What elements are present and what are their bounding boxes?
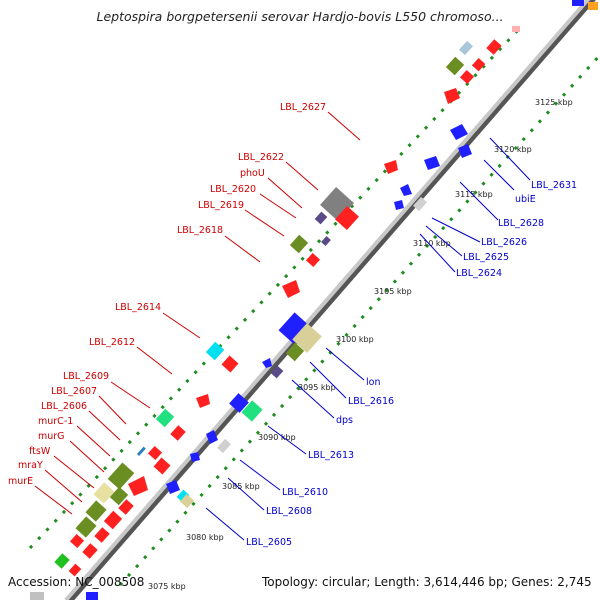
inner-tick-line [118,53,600,587]
gene-label[interactable]: ftsW [29,446,51,457]
gene-label[interactable]: LBL_2625 [463,252,509,263]
gene-label[interactable]: LBL_2616 [348,396,394,407]
gene-label[interactable]: LBL_2618 [177,225,223,236]
gene-label[interactable]: LBL_2610 [282,487,328,498]
gene-label[interactable]: LBL_2628 [498,218,544,229]
gene-label[interactable]: LBL_2605 [246,537,292,548]
gene-label[interactable]: LBL_2626 [481,237,527,248]
gene-label[interactable]: LBL_2613 [308,450,354,461]
kbp-label: 3110 kbp [413,239,451,248]
gene-label[interactable]: LBL_2627 [280,102,326,113]
kbp-label: 3075 kbp [148,582,186,591]
reverse-genes [86,0,598,600]
map-title: Leptospira borgpetersenii serovar Hardjo… [96,9,504,24]
backbone-shadow [65,0,596,600]
gene-label[interactable]: LBL_2614 [115,302,161,313]
kbp-label: 3090 kbp [258,433,296,442]
gene-label[interactable]: LBL_2612 [89,337,135,348]
outer-tick-line [28,26,522,550]
gene-label[interactable]: murE [8,476,33,487]
gene-label[interactable]: murG [38,431,65,442]
kbp-label: 3115 kbp [455,190,493,199]
backbone [64,0,591,600]
forward-label-group: LBL_2627 LBL_2622 phoU LBL_2620 LBL_2619… [8,102,326,487]
forward-genes [30,39,502,600]
kbp-label: 3080 kbp [186,533,224,542]
gene-label[interactable]: LBL_2622 [238,152,284,163]
gene-label[interactable]: ubiE [515,194,536,205]
gene-label[interactable]: LBL_2607 [51,386,97,397]
topology-text: Topology: circular; Length: 3,614,446 bp… [262,575,592,589]
reverse-label-group: LBL_2631 ubiE LBL_2628 LBL_2626 LBL_2625… [246,180,577,548]
kbp-label: 3125 kbp [535,98,573,107]
gene-label[interactable]: LBL_2608 [266,506,312,517]
gene-label[interactable]: LBL_2620 [210,184,256,195]
gene-label[interactable]: LBL_2606 [41,401,87,412]
kbp-label: 3120 kbp [494,145,532,154]
gene-label[interactable]: murC-1 [38,416,73,427]
kbp-label: 3100 kbp [336,335,374,344]
forward-leaders [34,111,361,515]
gene-label[interactable]: LBL_2631 [531,180,577,191]
gene-label[interactable]: phoU [240,168,265,179]
gene-label[interactable]: dps [336,415,353,426]
gene-label[interactable]: lon [366,377,380,388]
gene-label[interactable]: LBL_2609 [63,371,109,382]
gene-label[interactable]: LBL_2619 [198,200,244,211]
gene-label[interactable]: mraY [18,460,43,471]
gene-label[interactable]: LBL_2624 [456,268,502,279]
kbp-label: 3105 kbp [374,287,412,296]
kbp-label: 3095 kbp [298,383,336,392]
kbp-label: 3085 kbp [222,482,260,491]
accession-text: Accession: NC_008508 [8,575,145,589]
reverse-leaders [205,137,531,541]
